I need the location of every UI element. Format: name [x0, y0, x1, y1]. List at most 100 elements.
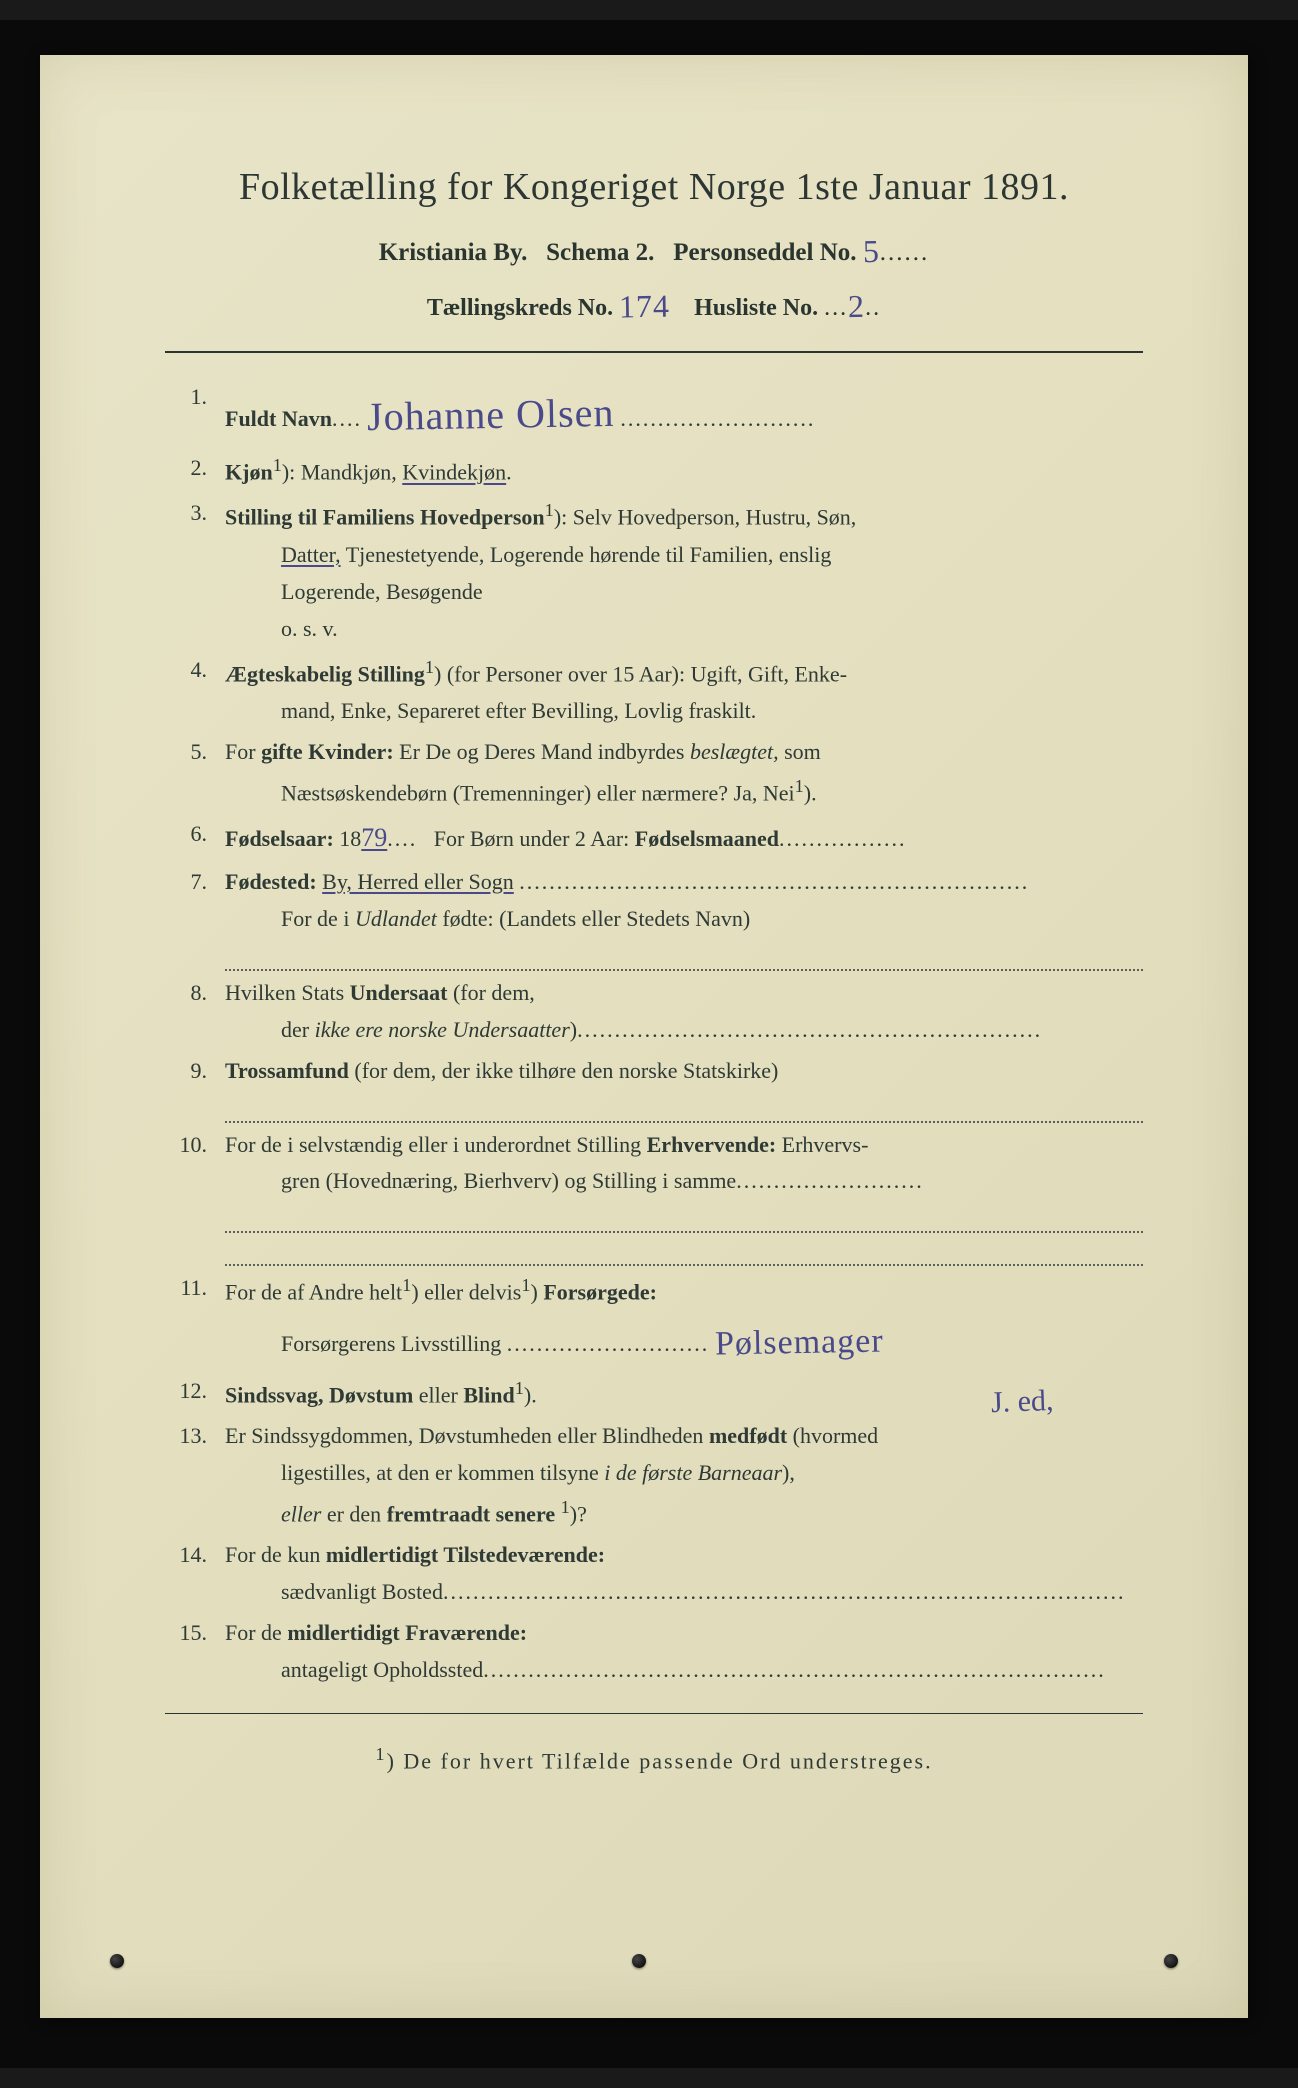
field-label: Trossamfund — [225, 1058, 349, 1083]
personseddel-no-handwritten: 5 — [862, 233, 880, 270]
field-num: 5. — [171, 734, 225, 812]
l2: gren (Hovednæring, Bierhverv) og Stillin… — [281, 1168, 736, 1193]
dots: ........................................… — [483, 1657, 1106, 1682]
cont: sædvanligt Bosted.......................… — [225, 1574, 1143, 1611]
tail: ). — [524, 1382, 537, 1407]
field-2: 2. Kjøn1): Mandkjøn, Kvindekjøn. — [171, 450, 1143, 491]
main-title: Folketælling for Kongeriget Norge 1ste J… — [165, 165, 1143, 209]
year-prefix: 18 — [339, 826, 361, 851]
field-body: For gifte Kvinder: Er De og Deres Mand i… — [225, 734, 1143, 812]
field-body: Stilling til Familiens Hovedperson1): Se… — [225, 495, 1143, 647]
l2: sædvanligt Bosted — [281, 1579, 443, 1604]
field-label: Kjøn — [225, 460, 273, 485]
husliste-label: Husliste No. — [694, 295, 818, 321]
divider-top — [165, 351, 1143, 353]
scan-background: Folketælling for Kongeriget Norge 1ste J… — [0, 20, 1298, 2068]
divider-bottom — [165, 1713, 1143, 1714]
field-body: Er Sindssygdommen, Døvstumheden eller Bl… — [225, 1418, 1143, 1533]
l2: antageligt Opholdssted — [281, 1657, 483, 1682]
l2a: ligestilles, at den er kommen tilsyne — [281, 1460, 604, 1485]
field-body: Trossamfund (for dem, der ikke tilhøre d… — [225, 1053, 1143, 1123]
field-3: 3. Stilling til Familiens Hovedperson1):… — [171, 495, 1143, 647]
cont: Datter, Tjenestetyende, Logerende hørend… — [225, 537, 1143, 574]
field-body: Fødselsaar: 1879.... For Børn under 2 Aa… — [225, 816, 1143, 860]
cont: Næstsøskendebørn (Tremenninger) eller næ… — [225, 771, 1143, 812]
field-body: Ægteskabelig Stilling1) (for Personer ov… — [225, 652, 1143, 730]
l2em: i de første Barneaar — [604, 1460, 782, 1485]
t3: ) — [530, 1280, 543, 1305]
field-num: 8. — [171, 975, 225, 1049]
t1: For de af Andre helt — [225, 1280, 402, 1305]
t2: (for dem, — [447, 980, 534, 1005]
t2: Næstsøskendebørn (Tremenninger) eller næ… — [281, 780, 795, 805]
dots: ........................................… — [577, 1017, 1042, 1042]
sup1: 1 — [402, 1275, 411, 1295]
option-kvinde-underlined: Kvindekjøn — [402, 460, 506, 485]
sup: 1 — [795, 776, 804, 796]
field-10: 10. For de i selvstændig eller i underor… — [171, 1127, 1143, 1267]
field-label: Fuldt Navn — [225, 406, 332, 431]
line2-rest: Tjenestetyende, Logerende hørende til Fa… — [341, 542, 832, 567]
livsstilling-handwritten: Pølsemager — [714, 1312, 884, 1372]
t2: Erhvervs- — [776, 1132, 868, 1157]
footnote-text: ) De for hvert Tilfælde passende Ord und… — [387, 1748, 933, 1773]
cont: For de i Udlandet fødte: (Landets eller … — [225, 901, 1143, 938]
field-12: 12. Sindssvag, Døvstum eller Blind1). J.… — [171, 1373, 1143, 1414]
sup: 1 — [515, 1378, 524, 1398]
field-body: For de af Andre helt1) eller delvis1) Fo… — [225, 1270, 1143, 1368]
field-num: 14. — [171, 1537, 225, 1611]
l2b: ), — [782, 1460, 795, 1485]
dots: .......................... — [620, 406, 815, 431]
field-body: For de midlertidigt Fraværende: antageli… — [225, 1615, 1143, 1689]
field-num: 4. — [171, 652, 225, 730]
t1: Er Sindssygdommen, Døvstumheden eller Bl… — [225, 1423, 709, 1448]
t2: (hvormed — [787, 1423, 878, 1448]
field-num: 1. — [171, 379, 225, 446]
field-7: 7. Fødested: By, Herred eller Sogn .....… — [171, 864, 1143, 971]
kreds-no-handwritten: 174 — [619, 288, 671, 326]
dots: ................. — [779, 826, 907, 851]
l2: der — [281, 1017, 315, 1042]
b2: fremtraadt senere — [387, 1501, 555, 1526]
field-8: 8. Hvilken Stats Undersaat (for dem, der… — [171, 975, 1143, 1049]
field-num: 15. — [171, 1615, 225, 1689]
field-5: 5. For gifte Kvinder: Er De og Deres Man… — [171, 734, 1143, 812]
footnote: 1) De for hvert Tilfælde passende Ord un… — [165, 1744, 1143, 1774]
tail: )? — [570, 1501, 587, 1526]
l2b: ) — [570, 1017, 577, 1042]
field-label: Stilling til Familiens Hovedperson — [225, 505, 545, 530]
field-label: Erhvervende: — [647, 1132, 777, 1157]
text2: mand, Enke, Separeret efter Bevilling, L… — [225, 693, 1143, 730]
field-num: 11. — [171, 1270, 225, 1368]
pin-hole-icon — [1164, 1954, 1178, 1968]
l2em: ikke ere norske Undersaatter — [315, 1017, 570, 1042]
line4: o. s. v. — [225, 611, 1143, 648]
sup: 1 — [545, 500, 554, 520]
text1-underlined: By, Herred eller Sogn — [322, 869, 514, 894]
b1: medfødt — [709, 1423, 787, 1448]
document-paper: Folketælling for Kongeriget Norge 1ste J… — [40, 55, 1248, 2018]
em1: beslægtet, — [690, 739, 779, 764]
field-num: 12. — [171, 1373, 225, 1414]
blank-line — [225, 1200, 1143, 1233]
field-num: 2. — [171, 450, 225, 491]
city-label: Kristiania By. — [379, 239, 528, 266]
field-label: Fødested: — [225, 869, 317, 894]
t1: Er De og Deres Mand indbyrdes — [399, 739, 690, 764]
field-num: 9. — [171, 1053, 225, 1123]
dots: ........................................… — [443, 1579, 1126, 1604]
field-label: midlertidigt Fraværende: — [287, 1620, 527, 1645]
field-4: 4. Ægteskabelig Stilling1) (for Personer… — [171, 652, 1143, 730]
line3: Logerende, Besøgende — [225, 574, 1143, 611]
field-body: Kjøn1): Mandkjøn, Kvindekjøn. — [225, 450, 1143, 491]
field-14: 14. For de kun midlertidigt Tilstedevære… — [171, 1537, 1143, 1611]
field-num: 13. — [171, 1418, 225, 1533]
cont: antageligt Opholdssted..................… — [225, 1652, 1143, 1689]
field-label: Forsørgede: — [543, 1280, 657, 1305]
l2: Forsørgerens Livsstilling — [281, 1331, 501, 1356]
dots: ... — [824, 295, 848, 321]
l3a: eller — [281, 1501, 321, 1526]
text: For de kun — [225, 1542, 326, 1567]
l2em: Udlandet — [355, 906, 437, 931]
field-11: 11. For de af Andre helt1) eller delvis1… — [171, 1270, 1143, 1368]
